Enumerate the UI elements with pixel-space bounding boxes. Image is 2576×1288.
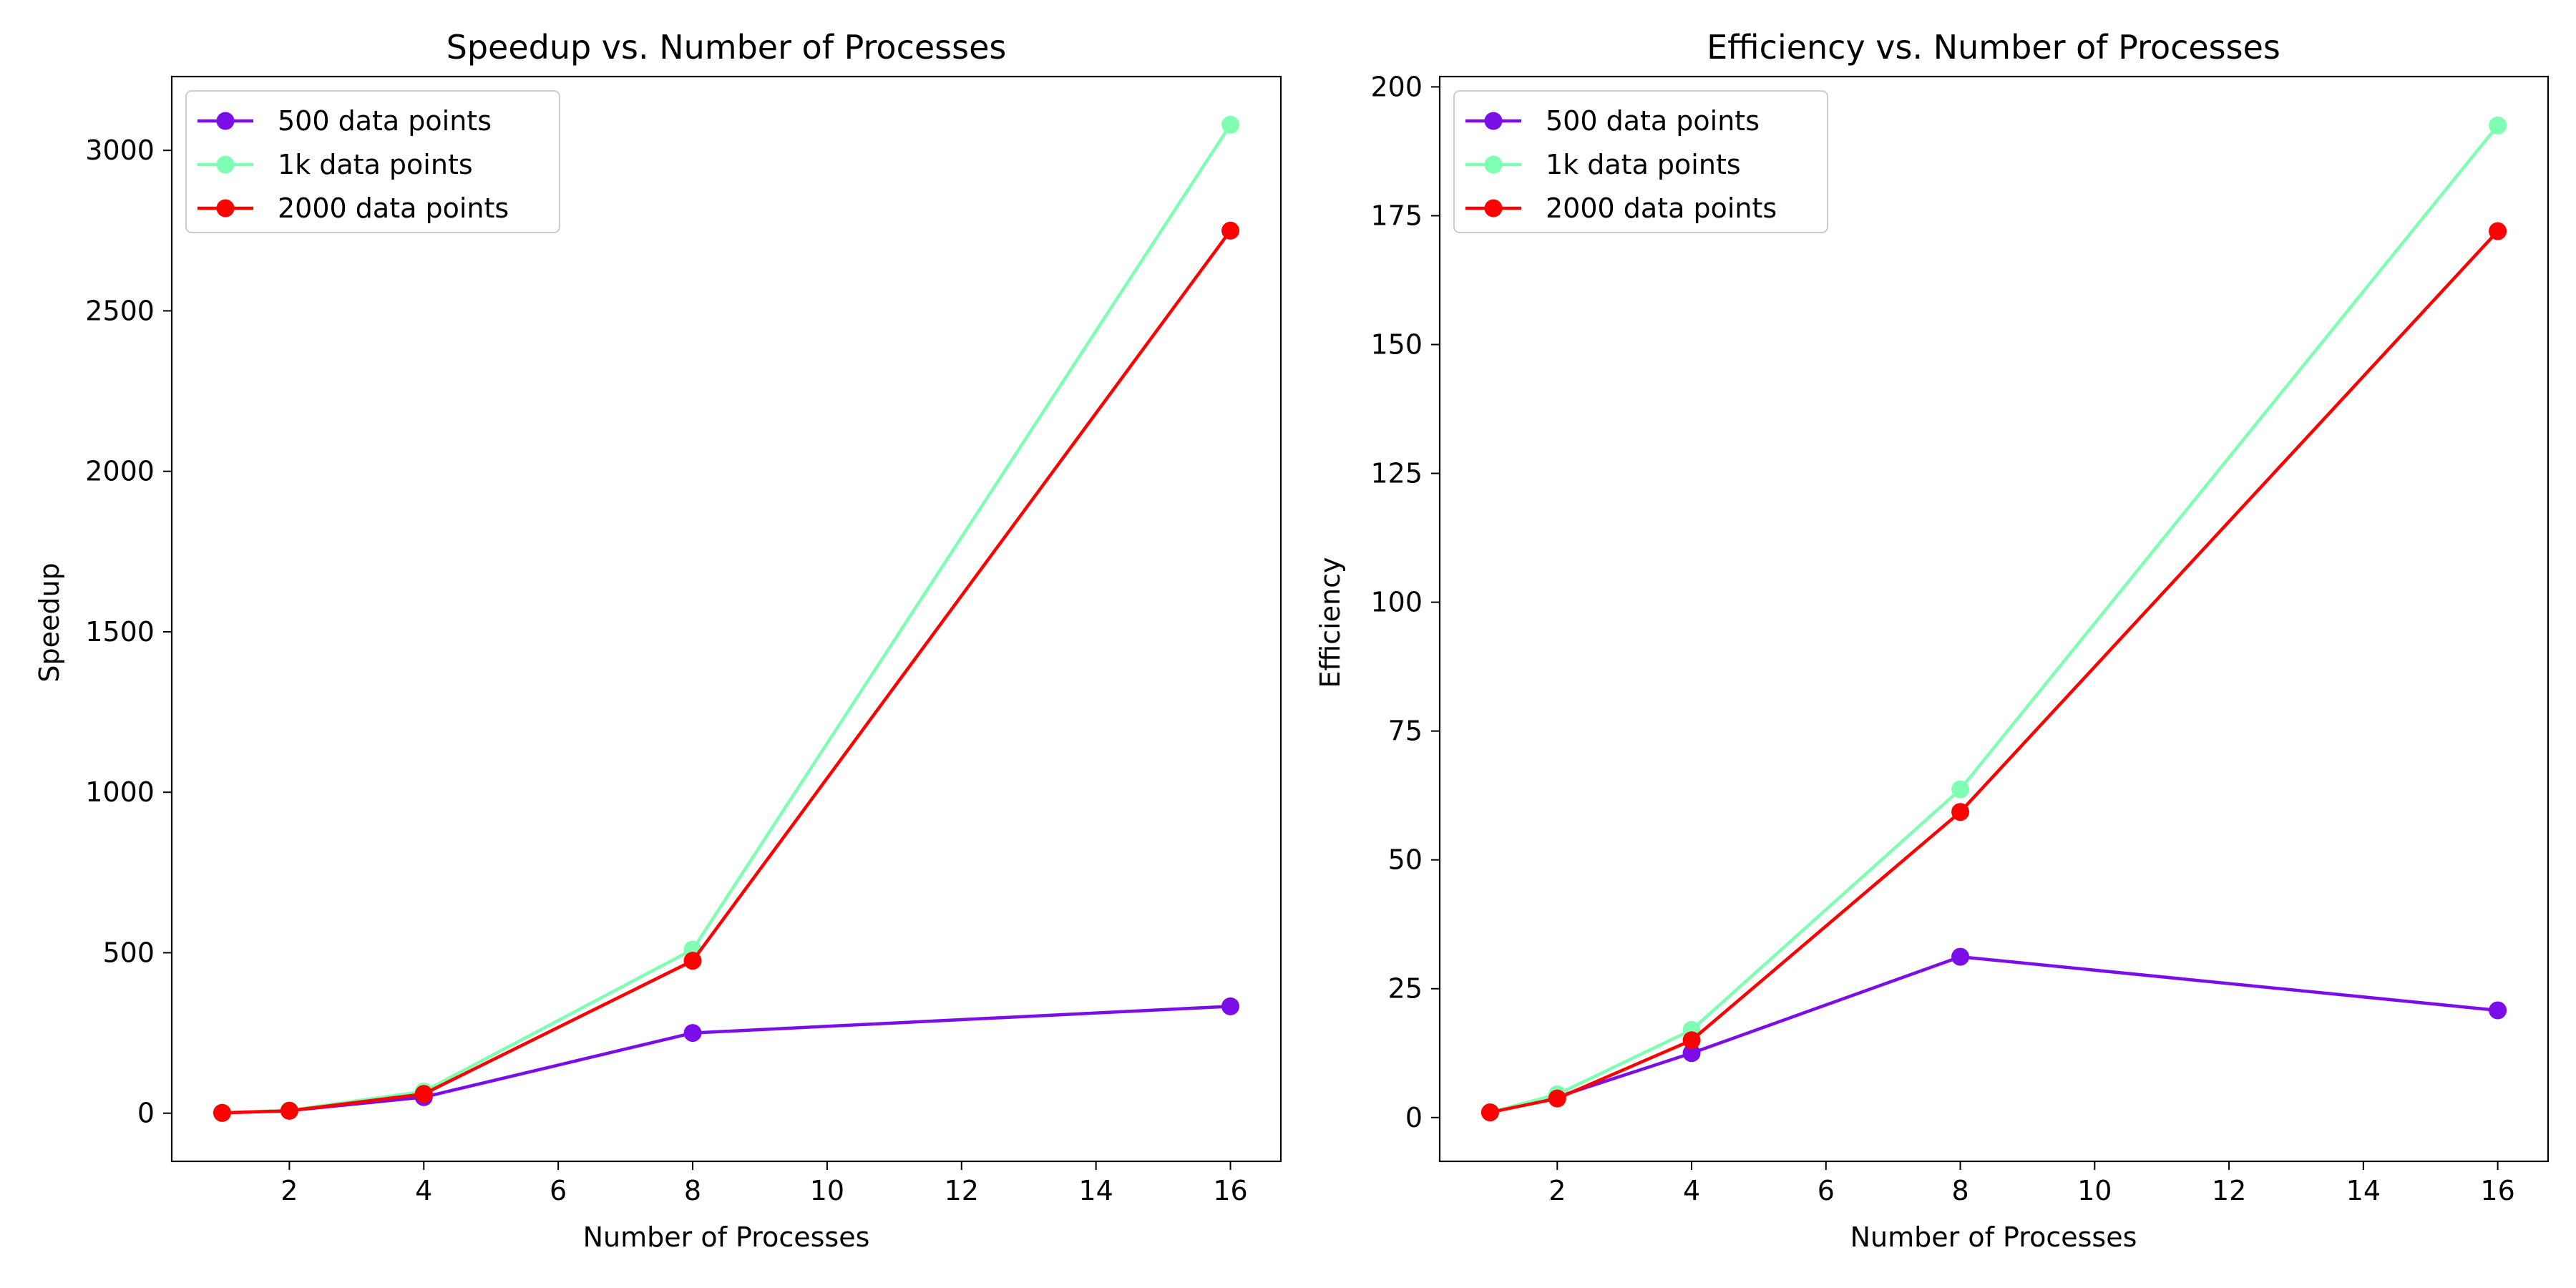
speedup-y-tick-label: 500 — [102, 937, 155, 968]
speedup-data-point-2 — [213, 1103, 231, 1122]
speedup-legend-marker — [216, 112, 235, 130]
efficiency-series-line-2 — [1489, 230, 2499, 1114]
speedup-y-tick-label: 0 — [137, 1098, 155, 1129]
efficiency-data-point-2 — [2489, 222, 2507, 240]
speedup-y-tick-label: 2000 — [85, 456, 155, 487]
speedup-x-tick-label: 14 — [1078, 1175, 1113, 1206]
efficiency-y-tick-label: 125 — [1370, 458, 1423, 489]
efficiency-data-point-2 — [1682, 1031, 1701, 1050]
efficiency-x-tick-label: 2 — [1548, 1175, 1566, 1206]
speedup-legend-box — [185, 90, 560, 233]
efficiency-y-axis-label: Efficiency — [1314, 557, 1346, 688]
efficiency-data-point-2 — [1951, 803, 1970, 821]
speedup-x-tick-label: 12 — [945, 1175, 979, 1206]
efficiency-x-tick-label: 8 — [1951, 1175, 1968, 1206]
speedup-chart-title: Speedup vs. Number of Processes — [447, 28, 1007, 67]
speedup-x-tick-label: 4 — [415, 1175, 432, 1206]
efficiency-chart-title: Efficiency vs. Number of Processes — [1707, 28, 2280, 67]
efficiency-x-tick-label: 14 — [2346, 1175, 2381, 1206]
speedup-legend-label: 500 data points — [278, 105, 492, 137]
efficiency-legend-marker — [1484, 155, 1503, 174]
speedup-x-tick-label: 16 — [1213, 1175, 1247, 1206]
efficiency-series-line-0 — [1489, 955, 2498, 1114]
efficiency-legend-label: 1k data points — [1546, 149, 1741, 180]
speedup-legend-label: 2000 data points — [278, 192, 509, 224]
efficiency-y-tick-label: 150 — [1370, 328, 1423, 360]
efficiency-legend-box — [1453, 90, 1828, 233]
efficiency-data-point-1 — [2489, 116, 2507, 135]
efficiency-y-tick-label: 0 — [1405, 1102, 1423, 1133]
efficiency-legend-label: 500 data points — [1546, 105, 1760, 137]
speedup-data-point-1 — [1221, 115, 1240, 134]
efficiency-legend-marker — [1484, 112, 1503, 130]
efficiency-y-tick-label: 175 — [1370, 200, 1423, 231]
efficiency-legend-label: 2000 data points — [1546, 192, 1777, 224]
efficiency-data-point-2 — [1480, 1103, 1499, 1122]
efficiency-data-point-0 — [2489, 1001, 2507, 1020]
speedup-legend: 500 data points 1k data points 2000 data p… — [185, 90, 560, 233]
speedup-x-tick-label: 6 — [550, 1175, 567, 1206]
efficiency-x-tick-label: 6 — [1818, 1175, 1835, 1206]
efficiency-y-tick-label: 75 — [1388, 716, 1423, 747]
speedup-y-tick-label: 1000 — [85, 776, 155, 808]
speedup-x-tick-label: 8 — [684, 1175, 701, 1206]
speedup-data-point-2 — [414, 1085, 433, 1103]
efficiency-data-point-1 — [1951, 780, 1970, 799]
efficiency-y-tick-label: 50 — [1388, 844, 1423, 876]
speedup-legend-marker — [216, 155, 235, 174]
speedup-x-tick-label: 10 — [810, 1175, 844, 1206]
efficiency-x-axis-label: Number of Processes — [1850, 1221, 2137, 1253]
speedup-data-point-0 — [1221, 997, 1240, 1015]
speedup-y-tick-label: 1500 — [85, 616, 155, 648]
efficiency-series-line-1 — [1489, 125, 2499, 1114]
efficiency-legend: 500 data points 1k data points 2000 data p… — [1453, 90, 1828, 233]
efficiency-plot-frame — [1438, 75, 2550, 1163]
efficiency-y-tick-label: 25 — [1388, 973, 1423, 1005]
speedup-series-line-2 — [222, 229, 1232, 1115]
speedup-y-tick-label: 3000 — [85, 135, 155, 166]
speedup-chart: Speedup vs. Number of Processes Number o… — [34, 28, 1282, 1253]
speedup-series-line-1 — [222, 124, 1232, 1115]
speedup-data-point-2 — [1221, 221, 1240, 240]
efficiency-x-tick-label: 4 — [1683, 1175, 1700, 1206]
efficiency-x-tick-label: 10 — [2077, 1175, 2112, 1206]
efficiency-legend-marker — [1484, 199, 1503, 218]
speedup-y-axis-label: Speedup — [34, 562, 65, 682]
efficiency-chart: Efficiency vs. Number of Processes Numbe… — [1314, 28, 2550, 1253]
efficiency-x-tick-label: 16 — [2480, 1175, 2514, 1206]
efficiency-data-point-0 — [1951, 947, 1970, 966]
efficiency-y-tick-label: 200 — [1370, 71, 1423, 102]
speedup-plot-frame — [170, 75, 1282, 1163]
speedup-legend-marker — [216, 199, 235, 218]
efficiency-x-tick-label: 12 — [2212, 1175, 2246, 1206]
speedup-legend-label: 1k data points — [278, 149, 473, 180]
speedup-data-point-2 — [280, 1101, 298, 1120]
speedup-data-point-2 — [683, 952, 702, 970]
speedup-x-tick-label: 2 — [280, 1175, 298, 1206]
efficiency-data-point-2 — [1548, 1089, 1566, 1108]
efficiency-y-tick-label: 100 — [1370, 587, 1423, 618]
speedup-data-point-0 — [683, 1024, 702, 1043]
efficiency-data-point-0 — [1682, 1044, 1701, 1063]
speedup-x-axis-label: Number of Processes — [583, 1221, 870, 1253]
speedup-y-tick-label: 2500 — [85, 295, 155, 326]
